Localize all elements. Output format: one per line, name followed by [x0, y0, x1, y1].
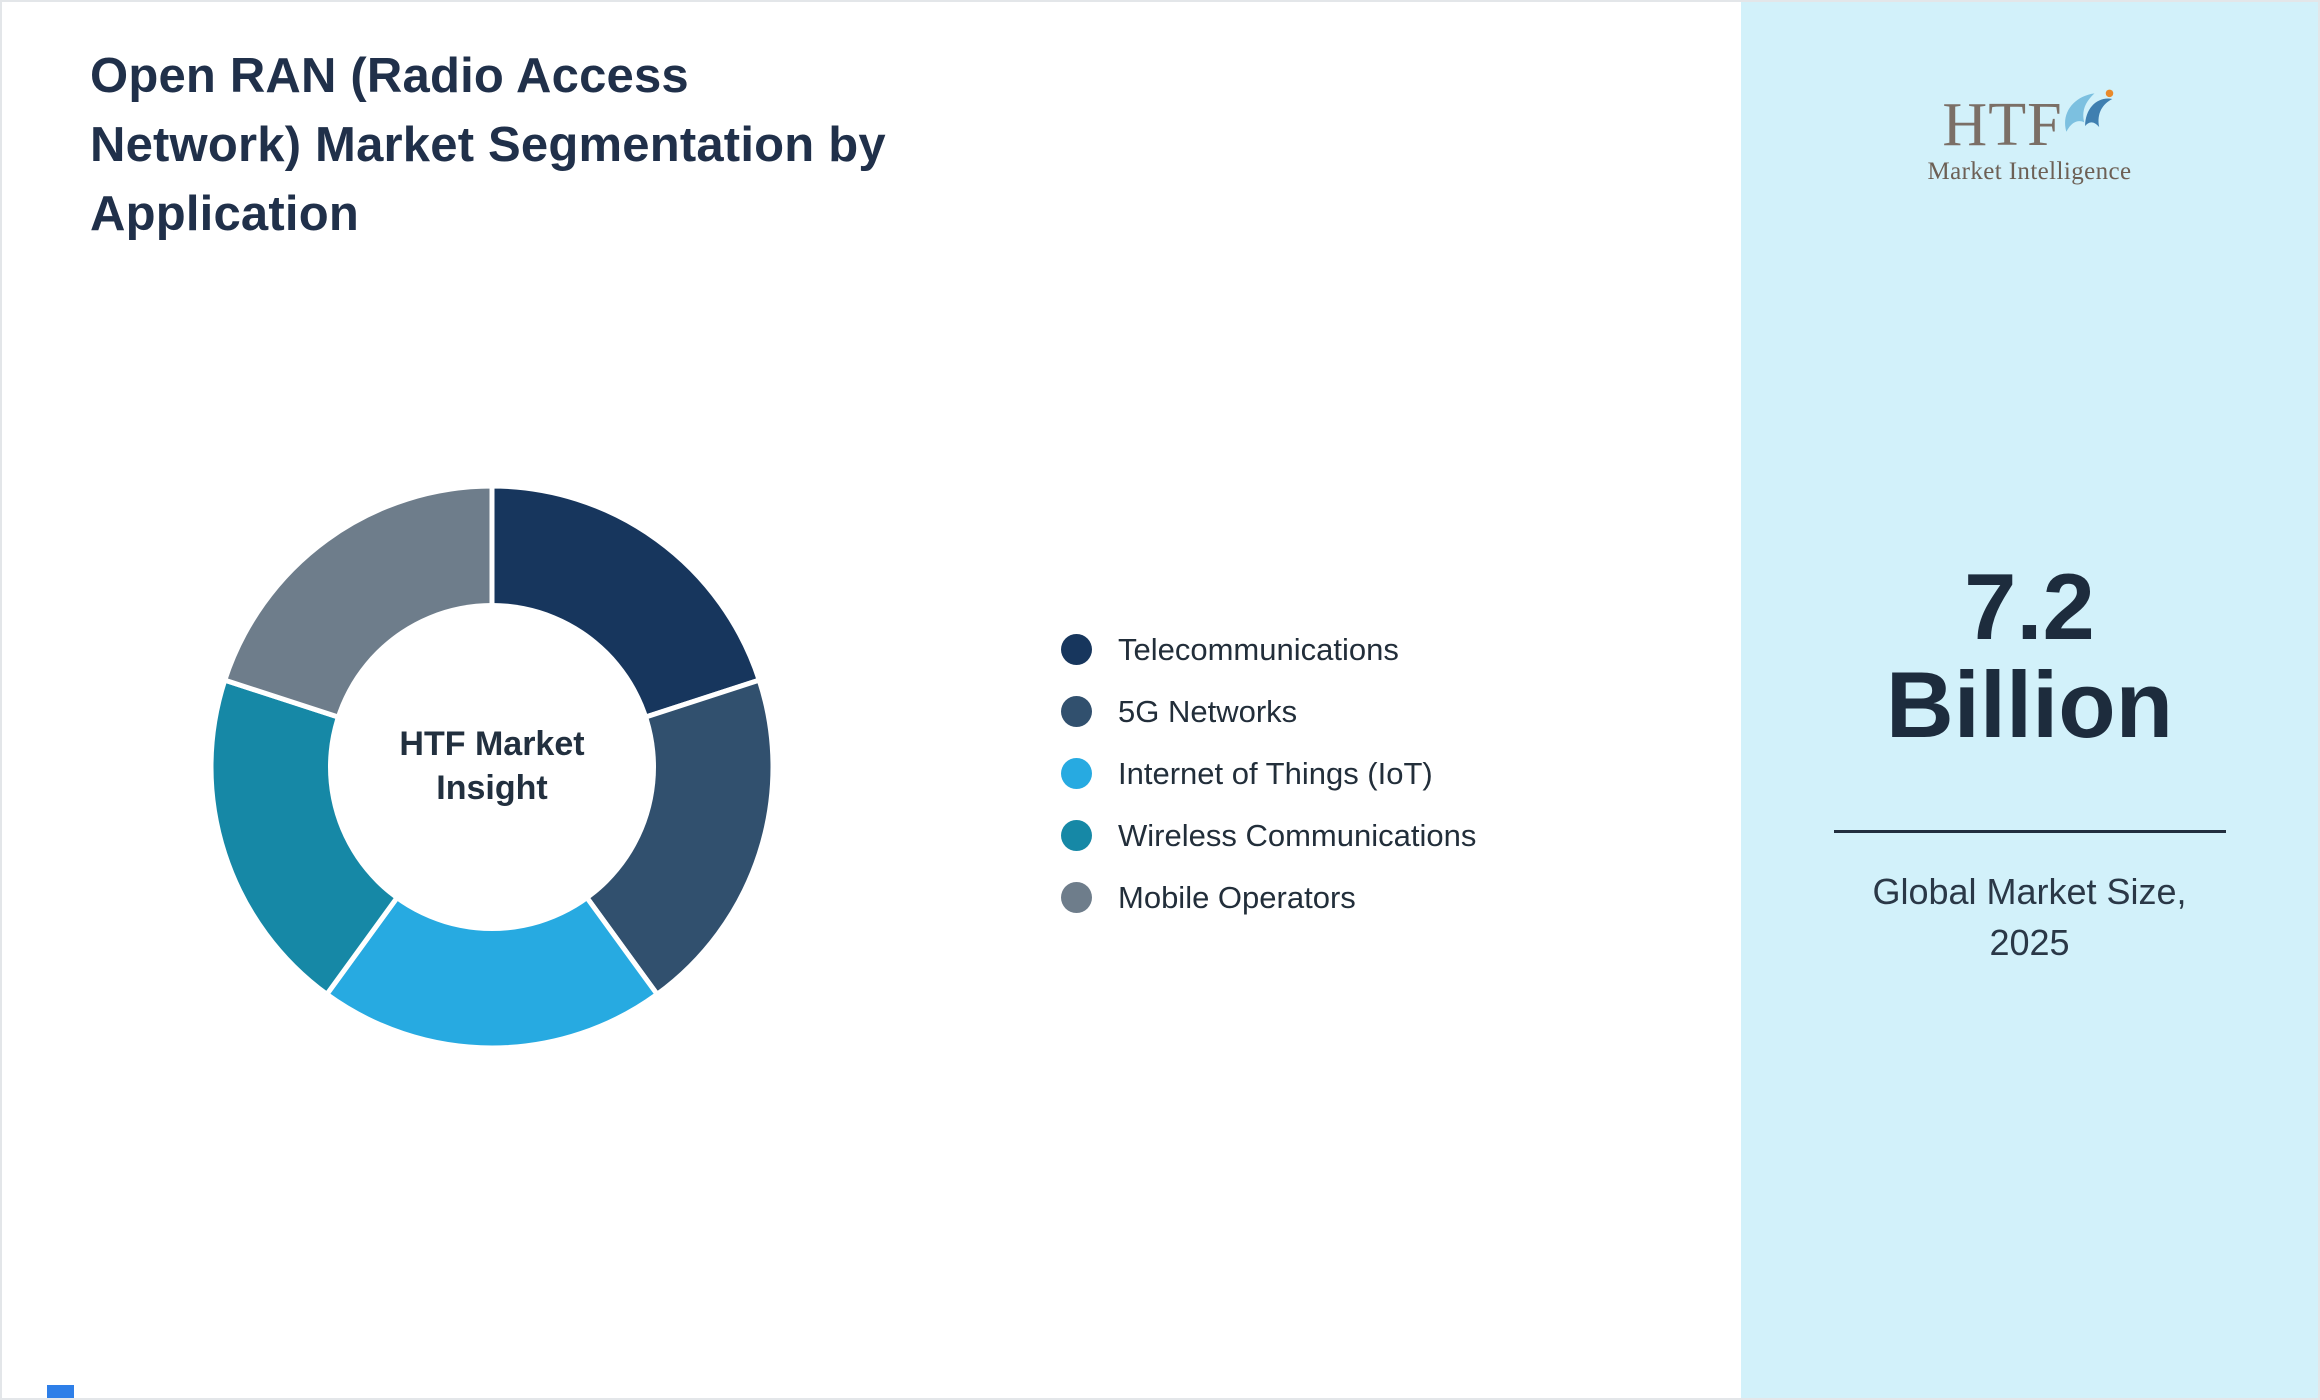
legend-color-dot: [1061, 820, 1092, 851]
caption-line: 2025: [1989, 922, 2070, 963]
legend-color-dot: [1061, 882, 1092, 913]
legend-label: Wireless Communications: [1118, 817, 1477, 853]
htf-logo-row: HTF: [1741, 89, 2318, 159]
htf-logo-subtext: Market Intelligence: [1927, 158, 2132, 185]
divider-line: [1833, 830, 2226, 833]
legend-label: Telecommunications: [1118, 631, 1399, 667]
chart-legend: Telecommunications 5G Networks Internet of…: [1061, 631, 1477, 915]
market-size-caption: Global Market Size, 2025: [1741, 866, 2318, 968]
legend-item: Telecommunications: [1061, 631, 1476, 667]
page-title-line: Application: [90, 187, 359, 241]
legend-item: Internet of Things (IoT): [1061, 755, 1476, 791]
market-size-unit: Billion: [1885, 652, 2174, 757]
page-title-line: Network) Market Segmentation by: [90, 118, 886, 172]
market-size-value: 7.2 Billion: [1741, 558, 2318, 754]
legend-item: 5G Networks: [1061, 693, 1476, 729]
legend-item: Wireless Communications: [1061, 817, 1477, 853]
dolphin-icon: [2057, 86, 2117, 145]
donut-chart: HTF Market Insight: [207, 482, 777, 1052]
legend-color-dot: [1061, 758, 1092, 789]
corner-accent: [47, 1385, 74, 1398]
legend-label: Mobile Operators: [1118, 879, 1356, 915]
caption-line: Global Market Size,: [1872, 871, 2187, 912]
page-title-line: Open RAN (Radio Access: [90, 49, 689, 103]
htf-logo-text: HTF: [1942, 91, 2063, 159]
legend-color-dot: [1061, 634, 1092, 665]
donut-chart-svg: [208, 483, 776, 1051]
legend-label: 5G Networks: [1118, 693, 1298, 729]
legend-color-dot: [1061, 696, 1092, 727]
right-panel: HTF Market Intelligence 7.2 Billion Glob…: [1741, 2, 2318, 1398]
legend-label: Internet of Things (IoT): [1118, 755, 1433, 791]
legend-item: Mobile Operators: [1061, 879, 1476, 915]
htf-logo: HTF Market Intelligence: [1741, 89, 2318, 186]
market-size-number: 7.2: [1964, 554, 2095, 659]
page-title: Open RAN (Radio Access Network) Market S…: [90, 42, 886, 249]
donut-hole: [328, 603, 656, 931]
